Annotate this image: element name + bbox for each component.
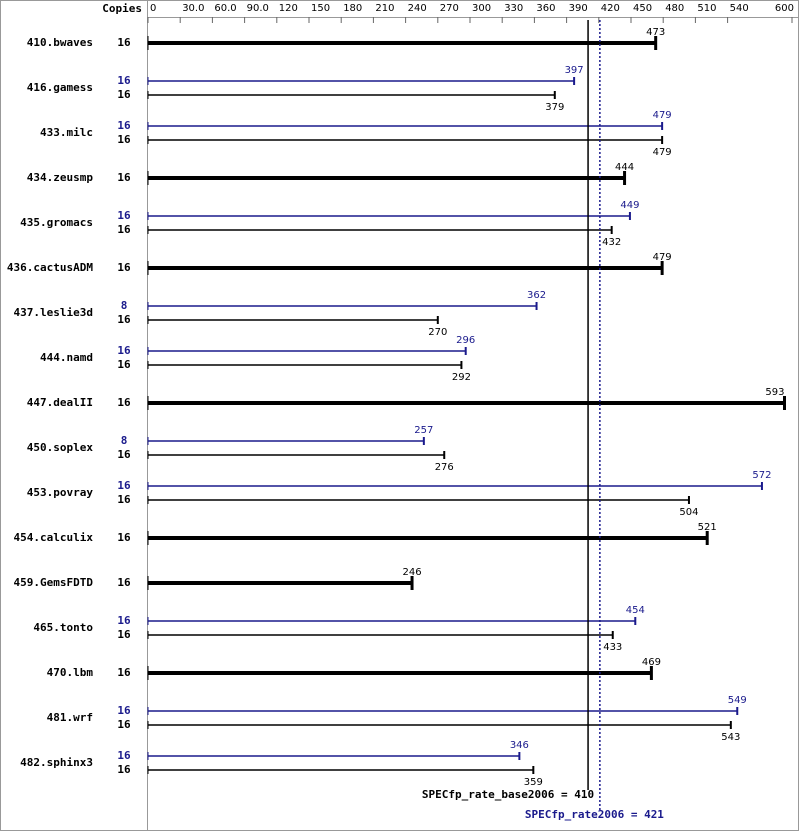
x-tick-label: 90.0 <box>247 3 269 14</box>
category-label: 444.namd <box>40 351 93 364</box>
copies-label: 8 <box>121 434 128 447</box>
category-label: 450.soplex <box>27 441 94 454</box>
category-label: 470.lbm <box>47 666 94 679</box>
value-label: 270 <box>428 327 447 338</box>
value-label: 449 <box>620 200 639 211</box>
category-label: 437.leslie3d <box>14 306 93 319</box>
value-label: 473 <box>646 27 665 38</box>
value-label: 276 <box>435 462 454 473</box>
value-label: 432 <box>602 237 621 248</box>
reference-label: SPECfp_rate_base2006 = 410 <box>422 788 594 801</box>
x-tick-label: 0 <box>150 3 156 14</box>
x-tick-label: 240 <box>408 3 427 14</box>
value-label: 479 <box>653 252 672 263</box>
value-label: 246 <box>402 567 421 578</box>
value-label: 454 <box>626 605 645 616</box>
copies-label: 16 <box>117 531 131 544</box>
copies-label: 16 <box>117 261 131 274</box>
value-label: 257 <box>414 425 433 436</box>
category-label: 465.tonto <box>33 621 93 634</box>
copies-label: 16 <box>117 358 131 371</box>
category-label: 454.calculix <box>14 531 94 544</box>
value-label: 362 <box>527 290 546 301</box>
x-tick-label: 510 <box>697 3 716 14</box>
x-tick-label: 150 <box>311 3 330 14</box>
category-label: 459.GemsFDTD <box>14 576 94 589</box>
copies-label: 16 <box>117 344 131 357</box>
value-label: 346 <box>510 740 529 751</box>
copies-header: Copies <box>102 2 142 15</box>
category-label: 433.milc <box>40 126 93 139</box>
copies-label: 8 <box>121 299 128 312</box>
value-label: 469 <box>642 657 661 668</box>
copies-label: 16 <box>117 628 131 641</box>
value-label: 397 <box>565 65 584 76</box>
copies-label: 16 <box>117 313 131 326</box>
x-tick-label: 360 <box>536 3 555 14</box>
x-tick-label: 60.0 <box>214 3 236 14</box>
x-tick-label: 120 <box>279 3 298 14</box>
category-label: 453.povray <box>27 486 94 499</box>
copies-label: 16 <box>117 493 131 506</box>
x-tick-label: 390 <box>569 3 588 14</box>
reference-label: SPECfp_rate2006 = 421 <box>525 808 664 821</box>
x-tick-label: 450 <box>633 3 652 14</box>
copies-label: 16 <box>117 666 131 679</box>
x-tick-label: 210 <box>375 3 394 14</box>
value-label: 433 <box>603 642 622 653</box>
copies-label: 16 <box>117 749 131 762</box>
x-tick-label: 330 <box>504 3 523 14</box>
x-tick-label: 180 <box>343 3 362 14</box>
copies-label: 16 <box>117 209 131 222</box>
category-label: 416.gamess <box>27 81 93 94</box>
copies-label: 16 <box>117 88 131 101</box>
x-tick-label: 540 <box>730 3 749 14</box>
value-label: 379 <box>545 102 564 113</box>
value-label: 479 <box>653 110 672 121</box>
copies-label: 16 <box>117 718 131 731</box>
value-label: 543 <box>721 732 740 743</box>
value-label: 444 <box>615 162 634 173</box>
value-label: 292 <box>452 372 471 383</box>
value-label: 521 <box>698 522 717 533</box>
category-label: 410.bwaves <box>27 36 93 49</box>
copies-label: 16 <box>117 119 131 132</box>
copies-label: 16 <box>117 74 131 87</box>
value-label: 572 <box>752 470 771 481</box>
copies-label: 16 <box>117 448 131 461</box>
x-tick-label: 600 <box>775 3 794 14</box>
x-tick-label: 300 <box>472 3 491 14</box>
copies-label: 16 <box>117 133 131 146</box>
category-label: 447.dealII <box>27 396 93 409</box>
copies-label: 16 <box>117 704 131 717</box>
copies-label: 16 <box>117 396 131 409</box>
value-label: 296 <box>456 335 475 346</box>
copies-label: 16 <box>117 576 131 589</box>
category-label: 482.sphinx3 <box>20 756 93 769</box>
copies-label: 16 <box>117 223 131 236</box>
value-label: 479 <box>653 147 672 158</box>
copies-label: 16 <box>117 614 131 627</box>
category-label: 434.zeusmp <box>27 171 94 184</box>
value-label: 504 <box>679 507 698 518</box>
value-label: 593 <box>765 387 784 398</box>
copies-label: 16 <box>117 479 131 492</box>
x-tick-label: 30.0 <box>182 3 204 14</box>
value-label: 549 <box>728 695 747 706</box>
copies-label: 16 <box>117 36 131 49</box>
category-label: 435.gromacs <box>20 216 93 229</box>
category-label: 436.cactusADM <box>7 261 93 274</box>
copies-label: 16 <box>117 763 131 776</box>
x-tick-label: 270 <box>440 3 459 14</box>
x-tick-label: 420 <box>601 3 620 14</box>
category-label: 481.wrf <box>47 711 93 724</box>
value-label: 359 <box>524 777 543 788</box>
x-tick-label: 480 <box>665 3 684 14</box>
copies-label: 16 <box>117 171 131 184</box>
